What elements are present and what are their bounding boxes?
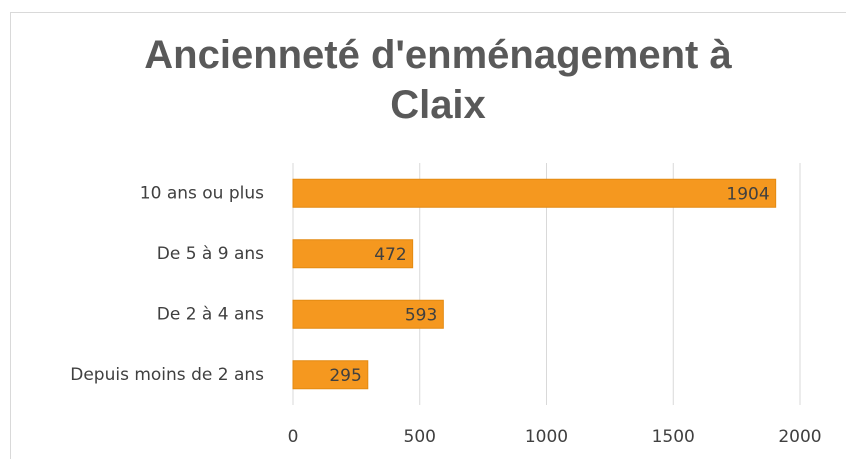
data-label: 593 xyxy=(405,305,437,325)
x-tick-label: 0 xyxy=(288,427,299,447)
y-tick-label: Depuis moins de 2 ans xyxy=(70,365,264,385)
bar xyxy=(292,178,777,208)
y-tick-label: 10 ans ou plus xyxy=(140,183,264,203)
chart-title: Ancienneté d'enménagement à Claix xyxy=(144,33,732,127)
bar xyxy=(292,299,444,329)
chart-border xyxy=(10,12,846,459)
data-label: 472 xyxy=(374,245,406,265)
x-tick-label: 1000 xyxy=(525,427,568,447)
bar xyxy=(292,360,369,390)
data-label: 295 xyxy=(329,366,361,386)
y-tick-label: De 2 à 4 ans xyxy=(157,304,264,324)
data-label: 1904 xyxy=(726,184,769,204)
x-tick-label: 2000 xyxy=(778,427,821,447)
bar xyxy=(292,239,414,269)
x-tick-label: 500 xyxy=(404,427,436,447)
x-tick-label: 1500 xyxy=(652,427,695,447)
y-tick-label: De 5 à 9 ans xyxy=(157,244,264,264)
